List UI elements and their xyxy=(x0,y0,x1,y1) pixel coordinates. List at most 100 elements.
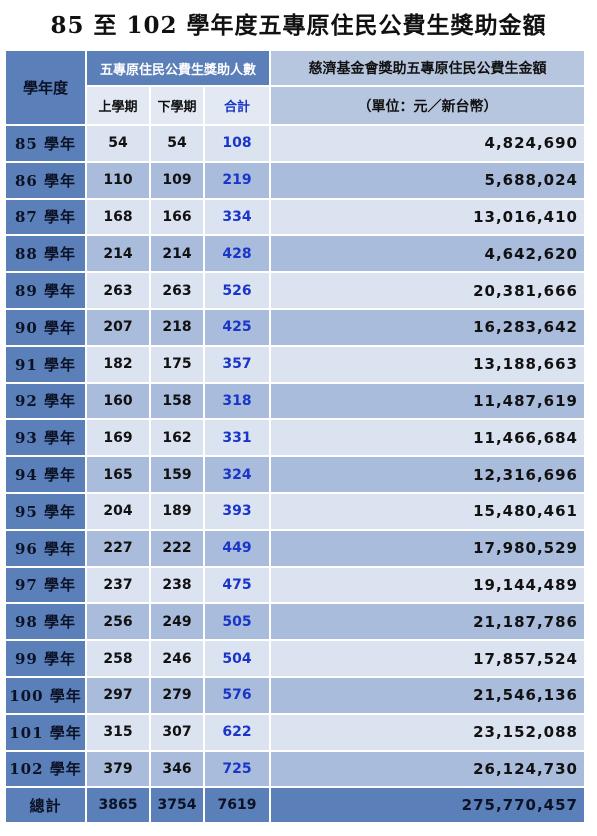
row-amount: 5,688,024 xyxy=(271,162,586,200)
row-year: 91 學年 xyxy=(6,346,87,384)
row-second-term: 162 xyxy=(151,420,205,458)
row-first-term: 168 xyxy=(87,199,151,237)
row-year: 95 學年 xyxy=(6,493,87,531)
table-row: 85 學年 54 54 108 4,824,690 xyxy=(6,126,586,163)
row-amount: 26,124,730 xyxy=(271,751,586,789)
row-first-term: 214 xyxy=(87,236,151,274)
row-second-term: 218 xyxy=(151,309,205,347)
row-subtotal: 425 xyxy=(205,309,271,347)
row-year: 98 學年 xyxy=(6,604,87,642)
row-subtotal: 108 xyxy=(205,126,271,163)
row-second-term: 249 xyxy=(151,604,205,642)
table-row: 92 學年 160 158 318 11,487,619 xyxy=(6,383,586,421)
row-first-term: 263 xyxy=(87,273,151,310)
row-subtotal: 622 xyxy=(205,714,271,752)
table-body: 85 學年 54 54 108 4,824,690 86 學年 110 109 219 5,688… xyxy=(6,126,586,825)
row-year: 88 學年 xyxy=(6,236,87,274)
row-year: 90 學年 xyxy=(6,309,87,347)
table-row: 86 學年 110 109 219 5,688,024 xyxy=(6,162,586,200)
table-row: 91 學年 182 175 357 13,188,663 xyxy=(6,346,586,384)
row-subtotal: 324 xyxy=(205,457,271,494)
row-second-term: 346 xyxy=(151,751,205,789)
total-row: 總計 3865 3754 7619 275,770,457 xyxy=(6,788,586,825)
table-row: 99 學年 258 246 504 17,857,524 xyxy=(6,641,586,678)
total-subtotal: 7619 xyxy=(205,788,271,825)
row-subtotal: 526 xyxy=(205,273,271,310)
row-first-term: 165 xyxy=(87,457,151,494)
table-row: 95 學年 204 189 393 15,480,461 xyxy=(6,493,586,531)
row-first-term: 256 xyxy=(87,604,151,642)
table-row: 94 學年 165 159 324 12,316,696 xyxy=(6,457,586,494)
row-first-term: 169 xyxy=(87,420,151,458)
row-subtotal: 428 xyxy=(205,236,271,274)
table-row: 101 學年 315 307 622 23,152,088 xyxy=(6,714,586,752)
row-second-term: 159 xyxy=(151,457,205,494)
row-second-term: 189 xyxy=(151,493,205,531)
header-count-group: 五專原住民公費生獎助人數 xyxy=(87,51,271,87)
row-amount: 11,487,619 xyxy=(271,383,586,421)
row-year: 101 學年 xyxy=(6,714,87,752)
row-second-term: 263 xyxy=(151,273,205,310)
row-subtotal: 475 xyxy=(205,567,271,605)
row-amount: 4,824,690 xyxy=(271,126,586,163)
row-second-term: 175 xyxy=(151,346,205,384)
table-row: 100 學年 297 279 576 21,546,136 xyxy=(6,677,586,715)
row-amount: 21,546,136 xyxy=(271,677,586,715)
row-year: 100 學年 xyxy=(6,677,87,715)
row-subtotal: 357 xyxy=(205,346,271,384)
row-amount: 13,016,410 xyxy=(271,199,586,237)
header-amount-title: 慈濟基金會獎助五專原住民公費生金額 xyxy=(271,51,586,87)
table-row: 98 學年 256 249 505 21,187,786 xyxy=(6,604,586,642)
total-amount: 275,770,457 xyxy=(271,788,586,825)
row-year: 87 學年 xyxy=(6,199,87,237)
row-first-term: 110 xyxy=(87,162,151,200)
row-subtotal: 334 xyxy=(205,199,271,237)
total-second-term: 3754 xyxy=(151,788,205,825)
row-year: 94 學年 xyxy=(6,457,87,494)
row-first-term: 258 xyxy=(87,641,151,678)
row-second-term: 238 xyxy=(151,567,205,605)
header-subtotal: 合計 xyxy=(205,87,271,126)
row-subtotal: 505 xyxy=(205,604,271,642)
row-amount: 17,857,524 xyxy=(271,641,586,678)
row-first-term: 207 xyxy=(87,309,151,347)
row-amount: 19,144,489 xyxy=(271,567,586,605)
row-subtotal: 725 xyxy=(205,751,271,789)
row-year: 92 學年 xyxy=(6,383,87,421)
row-year: 99 學年 xyxy=(6,641,87,678)
row-amount: 15,480,461 xyxy=(271,493,586,531)
row-subtotal: 331 xyxy=(205,420,271,458)
header-second-term: 下學期 xyxy=(151,87,205,126)
row-first-term: 379 xyxy=(87,751,151,789)
row-second-term: 246 xyxy=(151,641,205,678)
row-year: 89 學年 xyxy=(6,273,87,310)
row-amount: 11,466,684 xyxy=(271,420,586,458)
row-amount: 12,316,696 xyxy=(271,457,586,494)
row-first-term: 315 xyxy=(87,714,151,752)
table-row: 102 學年 379 346 725 26,124,730 xyxy=(6,751,586,789)
row-year: 97 學年 xyxy=(6,567,87,605)
row-amount: 4,642,620 xyxy=(271,236,586,274)
table-row: 93 學年 169 162 331 11,466,684 xyxy=(6,420,586,458)
row-amount: 20,381,666 xyxy=(271,273,586,310)
row-subtotal: 576 xyxy=(205,677,271,715)
row-second-term: 158 xyxy=(151,383,205,421)
scholarship-table: 學年度 五專原住民公費生獎助人數 慈濟基金會獎助五專原住民公費生金額 上學期 下… xyxy=(6,51,586,825)
header-first-term: 上學期 xyxy=(87,87,151,126)
row-first-term: 237 xyxy=(87,567,151,605)
row-amount: 17,980,529 xyxy=(271,530,586,568)
table-row: 89 學年 263 263 526 20,381,666 xyxy=(6,273,586,310)
row-amount: 21,187,786 xyxy=(271,604,586,642)
row-second-term: 222 xyxy=(151,530,205,568)
row-year: 102 學年 xyxy=(6,751,87,789)
row-subtotal: 504 xyxy=(205,641,271,678)
row-year: 96 學年 xyxy=(6,530,87,568)
row-amount: 16,283,642 xyxy=(271,309,586,347)
header-amount-unit: （單位：元／新台幣） xyxy=(271,87,586,126)
row-first-term: 160 xyxy=(87,383,151,421)
table-row: 87 學年 168 166 334 13,016,410 xyxy=(6,199,586,237)
row-subtotal: 219 xyxy=(205,162,271,200)
row-first-term: 204 xyxy=(87,493,151,531)
row-subtotal: 393 xyxy=(205,493,271,531)
header-year: 學年度 xyxy=(6,51,87,126)
